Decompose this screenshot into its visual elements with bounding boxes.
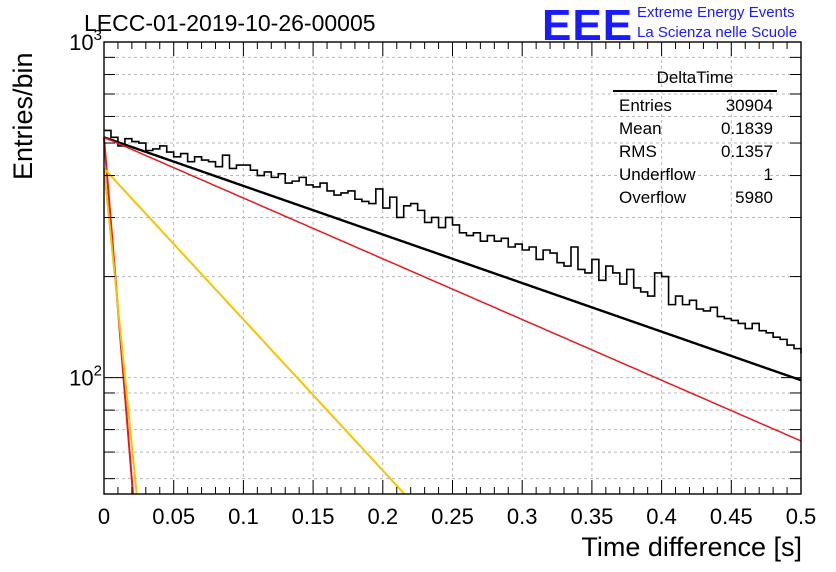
x-tick-label: 0.1 xyxy=(228,504,259,529)
stats-label: Underflow xyxy=(619,165,696,184)
stats-row-overflow: Overflow 5980 xyxy=(613,186,777,209)
stats-row-underflow: Underflow 1 xyxy=(613,163,777,186)
histogram xyxy=(104,129,802,354)
stats-value: 0.1357 xyxy=(721,142,773,161)
stats-label: Mean xyxy=(619,119,662,138)
axes: 0 0.05 0.1 0.15 0.2 0.25 0.3 0.35 0.4 0.45 0.5 102 1… xyxy=(69,27,816,529)
stats-label: RMS xyxy=(619,142,657,161)
stats-value: 0.1839 xyxy=(721,119,773,138)
fit-curves xyxy=(103,136,802,495)
x-tick-label: 0.5 xyxy=(786,504,817,529)
stats-value: 30904 xyxy=(725,96,773,115)
stats-box: DeltaTime Entries 30904 Mean 0.1839 RMS … xyxy=(613,68,777,209)
brand-line-2: La Scienza nelle Scuole xyxy=(637,24,798,41)
brand-line-1: Extreme Energy Events xyxy=(637,4,795,21)
x-axis-label: Time difference [s] xyxy=(581,532,802,562)
stats-row-mean: Mean 0.1839 xyxy=(613,117,777,140)
fit-curve xyxy=(103,136,802,382)
y-tick-label: 103 xyxy=(69,27,102,55)
histogram-step xyxy=(104,129,802,354)
x-tick-label: 0.45 xyxy=(710,504,753,529)
stats-title: DeltaTime xyxy=(613,68,777,92)
x-tick-label: 0.3 xyxy=(507,504,538,529)
fit-curve xyxy=(103,136,802,442)
x-tick-label: 0.05 xyxy=(152,504,195,529)
stats-value: 5980 xyxy=(735,188,773,207)
stats-label: Overflow xyxy=(619,188,687,207)
stats-row-rms: RMS 0.1357 xyxy=(613,140,777,163)
x-tick-label: 0.4 xyxy=(646,504,677,529)
fit-curve xyxy=(103,167,406,495)
y-axis-label: Entries/bin xyxy=(8,52,38,180)
eee-logo: EEE xyxy=(542,1,634,50)
x-tick-label: 0.15 xyxy=(292,504,335,529)
fit-curve xyxy=(103,168,138,495)
stats-row-entries: Entries 30904 xyxy=(613,94,777,117)
y-tick-label: 102 xyxy=(69,363,102,391)
x-tick-label: 0.25 xyxy=(431,504,474,529)
x-tick-label: 0.35 xyxy=(570,504,613,529)
plot-title: LECC-01-2019-10-26-00005 xyxy=(84,10,376,36)
x-tick-label: 0.2 xyxy=(368,504,399,529)
stats-value: 1 xyxy=(763,165,773,184)
x-tick-label: 0 xyxy=(98,504,110,529)
stats-label: Entries xyxy=(619,96,672,115)
